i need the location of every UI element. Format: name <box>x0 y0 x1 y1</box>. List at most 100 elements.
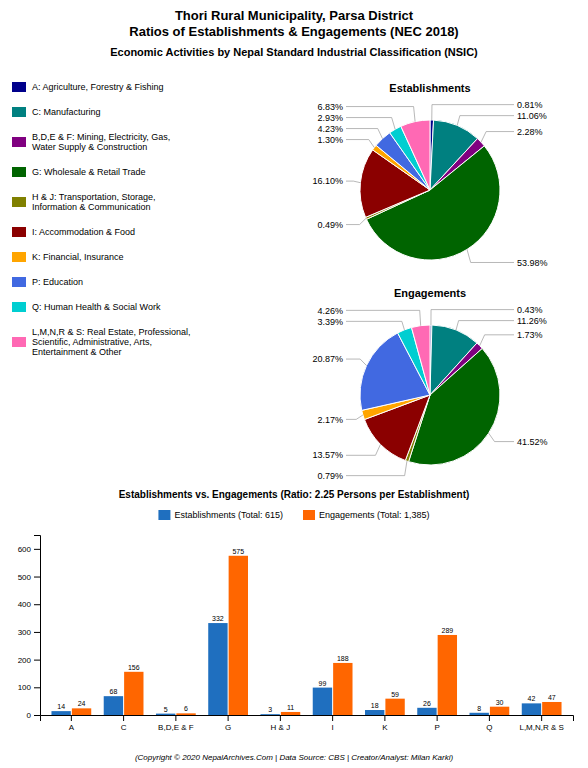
data-label: 1.30% <box>317 135 343 145</box>
data-label: 30 <box>496 699 504 706</box>
y-tick: 300 <box>18 628 40 637</box>
bar <box>281 712 300 715</box>
tick-mark <box>34 715 40 716</box>
data-label: 26 <box>423 700 431 707</box>
y-tick: 200 <box>18 656 40 665</box>
bar <box>124 672 143 715</box>
data-label: 16.10% <box>312 176 343 186</box>
legend-item: L,M,N,R & S: Real Estate, Professional,S… <box>12 327 191 357</box>
pie-labels: 0.81%11.06%2.28%53.98%0.49%16.10%1.30%4.… <box>312 100 547 268</box>
data-label: 42 <box>528 695 536 702</box>
legend-swatch <box>12 227 26 237</box>
data-label: 24 <box>78 700 86 707</box>
data-label: 2.17% <box>317 415 343 425</box>
legend-label: Establishments (Total: 615) <box>174 510 283 520</box>
y-axis: 0 100 200 300 400 500 600 <box>18 536 41 721</box>
data-label: 14 <box>57 703 65 710</box>
legend-label-line: Entertainment & Other <box>32 347 122 357</box>
data-label: 11.06% <box>517 111 547 121</box>
data-label: 47 <box>548 694 556 701</box>
tick-mark <box>175 715 176 721</box>
tick-mark <box>489 715 490 721</box>
data-label: 41.52% <box>517 437 548 447</box>
tick-mark <box>332 715 333 721</box>
axis-line <box>34 536 41 716</box>
bar <box>490 707 509 715</box>
tick-label: 400 <box>18 600 32 609</box>
tick-label: I <box>332 723 334 732</box>
data-label: 2.28% <box>517 127 543 137</box>
leader-line <box>346 415 363 419</box>
bar <box>156 714 175 715</box>
legend-label: A: Agriculture, Forestry & Fishing <box>32 82 164 92</box>
bar <box>365 710 384 715</box>
data-label: 6.83% <box>317 102 343 112</box>
pie-labels: 0.43%11.26%1.73%41.52%0.79%13.57%2.17%20… <box>312 305 547 481</box>
data-label: 11 <box>287 704 294 711</box>
tick-label: 200 <box>18 656 32 665</box>
legend-item: H & J: Transportation, Storage,Informati… <box>12 192 156 212</box>
data-label: 4.26% <box>317 306 343 316</box>
leader-line <box>489 433 514 441</box>
tick-mark <box>384 715 385 721</box>
legend-item: Establishments (Total: 615) <box>158 510 283 520</box>
pie-slice <box>411 325 430 395</box>
tick-mark <box>34 632 40 633</box>
legend-swatch <box>12 302 26 312</box>
leader-line <box>346 359 367 365</box>
leader-line <box>431 310 514 325</box>
tick-label: 600 <box>18 545 32 554</box>
legend-item: K: Financial, Insurance <box>12 252 124 262</box>
bar <box>542 702 561 715</box>
tick-label: 0 <box>27 711 32 720</box>
title: Ratios of Establishments & Engagements (… <box>129 24 458 39</box>
bar <box>208 623 227 715</box>
x-tick: I <box>332 715 334 732</box>
pie-chart: Engagements0.43%11.26%1.73%41.52%0.79%13… <box>312 287 547 481</box>
data-label: 2.93% <box>317 113 343 123</box>
y-tick: 400 <box>18 600 40 609</box>
data-label: 332 <box>212 615 224 622</box>
legend-item: Q: Human Health & Social Work <box>12 302 161 312</box>
legend-swatch <box>303 510 315 520</box>
data-label: 4.23% <box>317 124 343 134</box>
tick-mark <box>123 715 124 721</box>
legend-swatch <box>158 510 170 520</box>
subtitle: Economic Activities by Nepal Standard In… <box>110 46 478 58</box>
tick-label: K <box>382 723 388 732</box>
bar-series <box>72 556 562 715</box>
tick-label: 300 <box>18 628 32 637</box>
data-label: 3 <box>268 706 272 713</box>
bar <box>333 663 352 715</box>
tick-mark <box>34 687 40 688</box>
legend-label-line: Water Supply & Construction <box>32 142 147 152</box>
x-tick: B,D,E & F <box>158 715 194 732</box>
data-label: 0.43% <box>517 305 543 315</box>
data-label: 5 <box>164 706 168 713</box>
bar <box>313 688 332 715</box>
data-label: 0.81% <box>517 100 543 110</box>
x-tick: P <box>434 715 439 732</box>
tick-label: H & J <box>271 723 291 732</box>
legend-label-line: L,M,N,R & S: Real Estate, Professional, <box>32 327 191 337</box>
data-label: 59 <box>391 691 399 698</box>
legend: A: Agriculture, Forestry & Fishing C: Man… <box>12 82 191 357</box>
legend-label: L,M,N,R & S: Real Estate, Professional,S… <box>32 327 191 357</box>
pie-chart: Establishments0.81%11.06%2.28%53.98%0.49… <box>312 82 547 268</box>
tick-label: 500 <box>18 573 32 582</box>
tick-label: 100 <box>18 683 32 692</box>
x-tick: A <box>69 715 75 732</box>
tick-mark <box>541 715 542 721</box>
leader-line <box>346 461 407 476</box>
legend-item: C: Manufacturing <box>12 107 101 117</box>
axis-line <box>41 716 574 722</box>
legend-label-line: Information & Communication <box>32 202 151 212</box>
x-tick: C <box>121 715 127 732</box>
data-label: 99 <box>319 680 327 687</box>
x-tick: H & J <box>271 715 291 732</box>
tick-mark <box>280 715 281 721</box>
legend-swatch <box>12 197 26 207</box>
legend-item: B,D,E & F: Mining, Electricity, Gas,Wate… <box>12 132 170 152</box>
data-labels: 1468533239918268422415665751118859289304… <box>57 548 556 713</box>
legend-label: C: Manufacturing <box>32 107 101 117</box>
